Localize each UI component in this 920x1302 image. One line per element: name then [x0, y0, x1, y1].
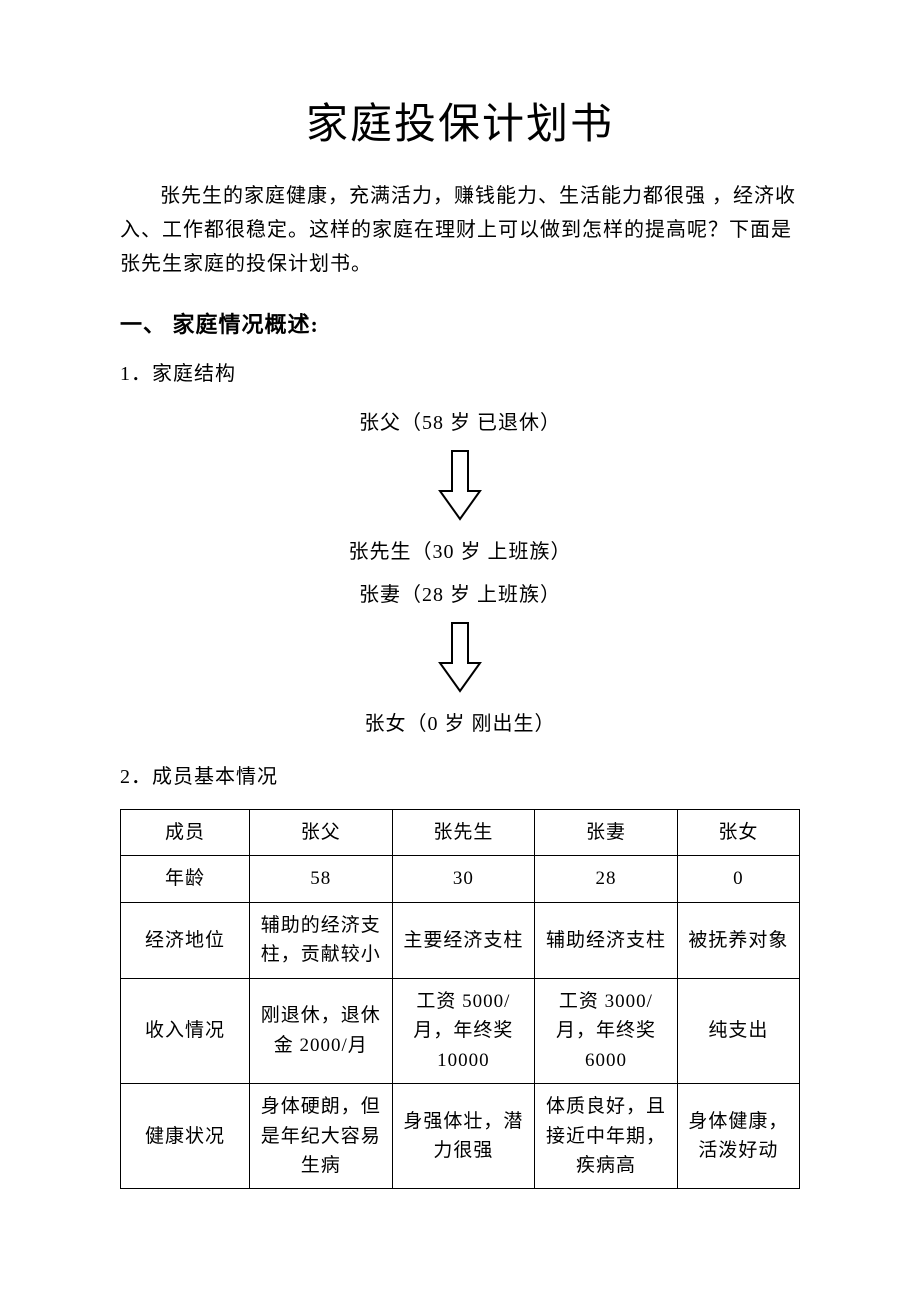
table-cell: 58: [250, 856, 393, 902]
table-cell: 纯支出: [677, 978, 799, 1083]
flow-node-mr-zhang: 张先生（30 岁 上班族）: [349, 535, 572, 564]
flow-arrow-2: [438, 621, 482, 693]
table-cell: 刚退休，退休金 2000/月: [250, 978, 393, 1083]
table-header-cell: 张妻: [535, 810, 678, 856]
table-row: 年龄 58 30 28 0: [121, 856, 800, 902]
page-title: 家庭投保计划书: [120, 90, 800, 151]
family-flowchart: 张父（58 岁 已退休） 张先生（30 岁 上班族） 张妻（28 岁 上班族） …: [120, 406, 800, 736]
flow-arrow-1: [438, 449, 482, 521]
table-cell: 经济地位: [121, 902, 250, 978]
table-cell: 辅助经济支柱: [535, 902, 678, 978]
table-cell: 健康状况: [121, 1084, 250, 1189]
table-cell: 身体健康，活泼好动: [677, 1084, 799, 1189]
subsection-2-label: 2．成员基本情况: [120, 760, 800, 789]
table-cell: 28: [535, 856, 678, 902]
table-row: 收入情况 刚退休，退休金 2000/月 工资 5000/月，年终奖10000 工…: [121, 978, 800, 1083]
intro-paragraph: 张先生的家庭健康，充满活力，赚钱能力、生活能力都很强 ，经济收入、工作都很稳定。…: [120, 179, 800, 281]
table-cell: 体质良好，且接近中年期，疾病高: [535, 1084, 678, 1189]
table-cell: 30: [392, 856, 535, 902]
flow-node-wife: 张妻（28 岁 上班族）: [359, 578, 561, 607]
table-header-cell: 张先生: [392, 810, 535, 856]
table-header-cell: 张女: [677, 810, 799, 856]
table-cell: 工资 5000/月，年终奖10000: [392, 978, 535, 1083]
section-1-heading: 一、 家庭情况概述:: [120, 307, 800, 339]
members-table: 成员 张父 张先生 张妻 张女 年龄 58 30 28 0 经济地位 辅助的经济…: [120, 809, 800, 1189]
table-cell: 收入情况: [121, 978, 250, 1083]
arrow-down-icon: [438, 621, 482, 693]
flow-node-father: 张父（58 岁 已退休）: [359, 406, 561, 435]
flow-node-daughter: 张女（0 岁 刚出生）: [365, 707, 556, 736]
table-cell: 工资 3000/月，年终奖6000: [535, 978, 678, 1083]
table-header-row: 成员 张父 张先生 张妻 张女: [121, 810, 800, 856]
table-cell: 被抚养对象: [677, 902, 799, 978]
table-cell: 主要经济支柱: [392, 902, 535, 978]
table-cell: 身强体壮，潜力很强: [392, 1084, 535, 1189]
table-row: 健康状况 身体硬朗，但是年纪大容易生病 身强体壮，潜力很强 体质良好，且接近中年…: [121, 1084, 800, 1189]
table-cell: 辅助的经济支柱，贡献较小: [250, 902, 393, 978]
table-cell: 0: [677, 856, 799, 902]
arrow-down-icon: [438, 449, 482, 521]
table-cell: 身体硬朗，但是年纪大容易生病: [250, 1084, 393, 1189]
table-row: 经济地位 辅助的经济支柱，贡献较小 主要经济支柱 辅助经济支柱 被抚养对象: [121, 902, 800, 978]
table-header-cell: 张父: [250, 810, 393, 856]
subsection-1-label: 1．家庭结构: [120, 357, 800, 386]
table-header-cell: 成员: [121, 810, 250, 856]
table-cell: 年龄: [121, 856, 250, 902]
